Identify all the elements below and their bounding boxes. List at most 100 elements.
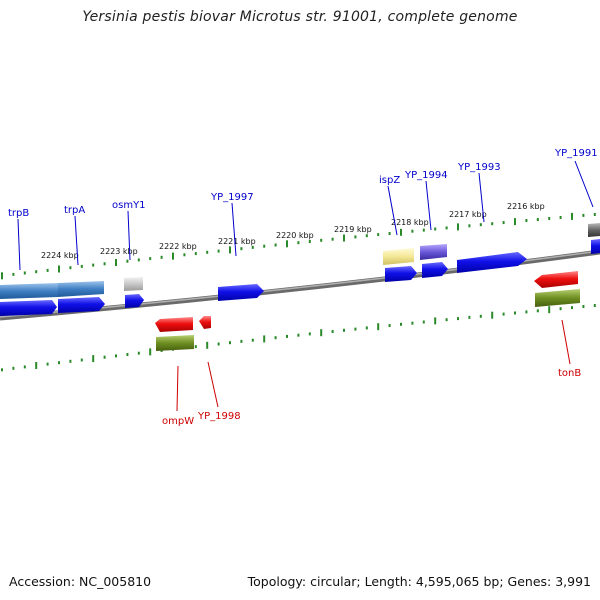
- minor-tick: [468, 315, 471, 319]
- minor-tick: [559, 216, 562, 219]
- minor-tick: [593, 304, 596, 307]
- minor-tick: [400, 322, 402, 326]
- minor-tick: [297, 333, 300, 337]
- gene-label-yp-1993: YP_1993: [457, 162, 501, 173]
- minor-tick: [251, 245, 254, 249]
- genome-summary: Topology: circular; Length: 4,595,065 bp…: [247, 574, 591, 589]
- gene-arrow-trpb: [0, 300, 57, 316]
- minor-tick: [548, 217, 551, 220]
- minor-tick: [502, 221, 505, 225]
- minor-tick: [274, 336, 277, 340]
- genome-title: Yersinia pestis biovar Microtus str. 910…: [82, 9, 518, 25]
- feature-trpa: [58, 281, 104, 297]
- minor-tick: [183, 253, 186, 257]
- minor-tick: [126, 353, 129, 356]
- minor-tick: [240, 247, 243, 251]
- minor-tick: [502, 312, 505, 316]
- forward-genes: [0, 239, 600, 316]
- minor-tick: [229, 341, 231, 345]
- minor-tick: [103, 262, 106, 266]
- accession-info: Accession: NC_005810: [9, 574, 152, 589]
- minor-tick: [23, 365, 26, 369]
- gene-label-yp-1991: YP_1991: [554, 148, 598, 159]
- minor-tick: [80, 264, 83, 268]
- feature-trpb: [0, 283, 58, 299]
- gene-label-ompw: ompW: [162, 416, 194, 427]
- minor-tick: [286, 334, 288, 338]
- feature-track-upper: [0, 223, 600, 299]
- feature-yp-1991: [588, 223, 600, 237]
- minor-tick: [35, 270, 38, 274]
- feature-tonb: [535, 289, 580, 307]
- major-tick: [115, 259, 117, 266]
- minor-tick: [422, 228, 425, 232]
- minor-tick: [1, 368, 3, 372]
- feature-osmy1: [124, 277, 143, 291]
- minor-tick: [514, 311, 516, 315]
- gene-arrow-tonb: [534, 271, 578, 288]
- minor-tick: [365, 234, 368, 238]
- feature-yp-1994: [420, 244, 447, 260]
- kbp-tick-label: 2220 kbp: [276, 231, 314, 240]
- major-tick: [400, 228, 402, 236]
- feature-ispz: [383, 248, 414, 265]
- minor-tick: [388, 324, 391, 327]
- major-tick: [229, 246, 231, 254]
- minor-tick: [559, 307, 562, 311]
- gene-arrow-yp-1998: [199, 316, 211, 329]
- major-tick: [514, 218, 516, 226]
- gene-label-trpb: trpB: [8, 208, 29, 219]
- feature-ompw: [156, 335, 194, 351]
- kbp-tick-label: 2218 kbp: [391, 218, 429, 227]
- gene-label-yp-1997: YP_1997: [210, 192, 254, 203]
- minor-tick: [434, 227, 437, 231]
- kbp-scale: 2224 kbp 2223 kbp 2222 kbp 2221 kbp 2220…: [41, 202, 545, 260]
- minor-tick: [365, 326, 368, 330]
- minor-tick: [149, 257, 152, 261]
- gene-arrow-osmy1: [125, 294, 144, 308]
- minor-tick: [12, 366, 15, 370]
- minor-tick: [23, 271, 26, 275]
- minor-tick: [525, 310, 528, 314]
- minor-tick: [536, 218, 539, 221]
- gene-arrow-ispz: [385, 266, 417, 282]
- minor-tick: [12, 272, 15, 276]
- minor-tick: [479, 223, 482, 227]
- minor-tick: [217, 249, 220, 253]
- major-tick: [263, 335, 266, 343]
- minor-tick: [69, 266, 72, 270]
- minor-tick: [137, 351, 140, 355]
- minor-tick: [46, 362, 49, 366]
- minor-tick: [274, 243, 277, 247]
- major-tick: [92, 355, 95, 363]
- minor-tick: [217, 342, 220, 346]
- minor-tick: [593, 213, 596, 216]
- minor-tick: [331, 237, 334, 241]
- major-tick: [548, 306, 551, 314]
- minor-tick: [582, 305, 585, 308]
- minor-tick: [525, 219, 528, 222]
- minor-tick: [468, 224, 471, 228]
- major-tick: [172, 252, 174, 260]
- forward-leader-lines: [17, 160, 594, 271]
- kbp-tick-label: 2219 kbp: [334, 225, 372, 234]
- minor-tick: [206, 250, 209, 254]
- major-tick: [206, 341, 209, 349]
- minor-tick: [103, 355, 106, 359]
- minor-tick: [571, 306, 573, 310]
- minor-tick: [377, 233, 380, 237]
- minor-tick: [115, 354, 117, 358]
- reverse-leader-lines: [176, 319, 571, 412]
- minor-tick: [58, 361, 60, 365]
- major-tick: [434, 317, 437, 325]
- minor-tick: [445, 318, 448, 322]
- kbp-tick-label: 2217 kbp: [449, 210, 487, 219]
- major-tick: [1, 272, 3, 280]
- reverse-tick-track: [1, 304, 596, 372]
- gene-label-trpa: trpA: [64, 205, 85, 216]
- major-tick: [491, 311, 494, 319]
- gene-label-yp-1994: YP_1994: [404, 170, 448, 181]
- minor-tick: [137, 258, 140, 262]
- minor-tick: [479, 314, 482, 318]
